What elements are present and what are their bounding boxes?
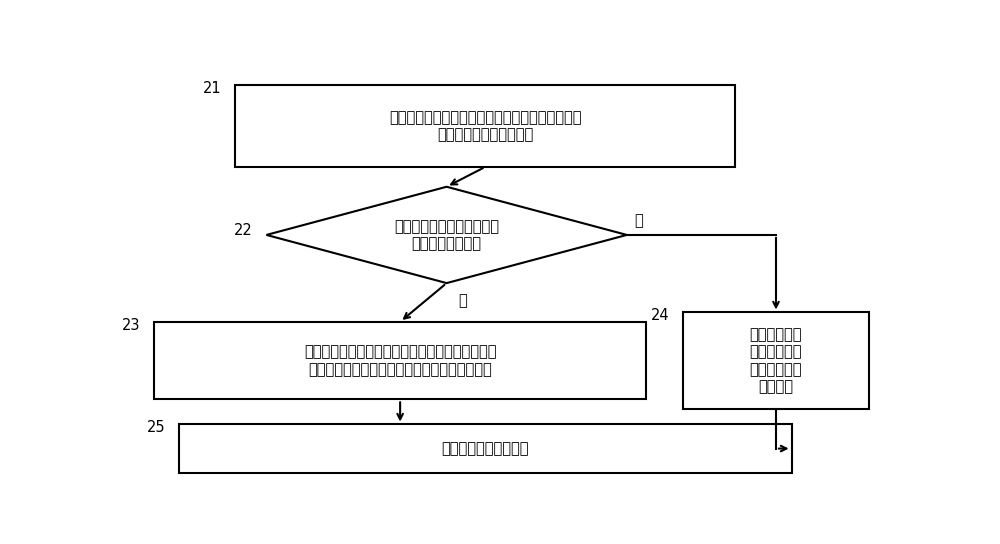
Text: 24: 24 <box>650 308 669 323</box>
Text: 当该目标页地
址对应一个页
时，将该页作
为有效页: 当该目标页地 址对应一个页 时，将该页作 为有效页 <box>750 327 802 394</box>
Bar <box>235 85 735 167</box>
Text: 是: 是 <box>458 294 467 308</box>
Bar <box>154 322 646 399</box>
Text: 否: 否 <box>635 214 643 228</box>
Text: 判断该目标页地址对应的页
的数量是否为两个: 判断该目标页地址对应的页 的数量是否为两个 <box>394 219 499 251</box>
Text: 读取该有效页中的数据: 读取该有效页中的数据 <box>442 441 529 456</box>
Bar <box>683 312 869 409</box>
Bar <box>179 424 792 473</box>
Text: 22: 22 <box>234 223 252 238</box>
Text: 21: 21 <box>203 81 221 96</box>
Text: 23: 23 <box>122 318 140 332</box>
Polygon shape <box>266 187 627 283</box>
Text: 25: 25 <box>147 421 165 435</box>
Text: 当该目标页地址对应两个页时，根据该两个页的校
验码和页标识从该两个页中选取一页作为有效页: 当该目标页地址对应两个页时，根据该两个页的校 验码和页标识从该两个页中选取一页作… <box>304 344 496 377</box>
Text: 在根据目标页地址进行读操作时，查询目标区块得
到该目标页地址对应的页: 在根据目标页地址进行读操作时，查询目标区块得 到该目标页地址对应的页 <box>389 110 582 142</box>
